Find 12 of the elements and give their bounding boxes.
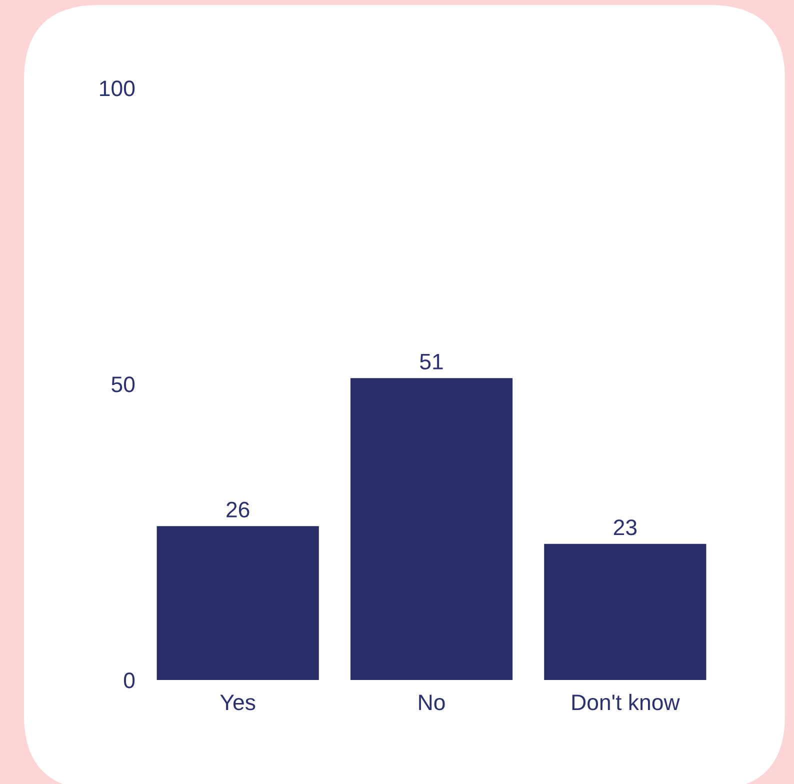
x-tick-label: Don't know [572, 694, 680, 710]
data-label: 51 [420, 354, 443, 370]
y-tick-label: 0 [124, 672, 135, 688]
data-label: 23 [614, 520, 637, 536]
data-label: 26 [226, 502, 250, 518]
x-tick-label: Yes [220, 694, 256, 710]
y-tick-label: 50 [112, 376, 135, 392]
bar [544, 544, 706, 680]
x-tick-label: No [419, 694, 445, 710]
bar [350, 378, 513, 680]
bar [156, 526, 319, 680]
y-tick-label: 100 [100, 80, 135, 96]
